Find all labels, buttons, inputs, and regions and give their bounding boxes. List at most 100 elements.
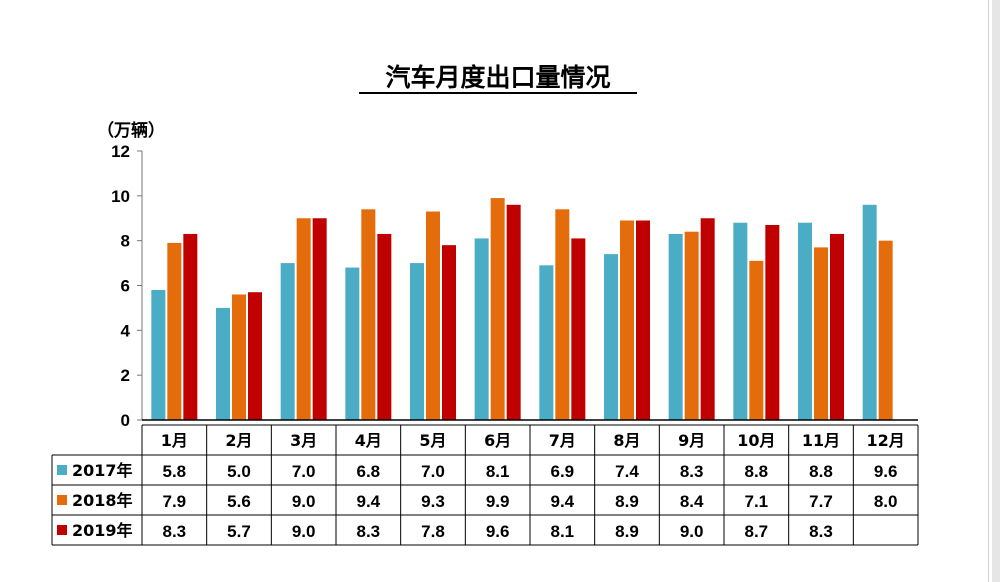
bar-2017年-7月: [539, 265, 554, 420]
category-label: 2月: [225, 431, 252, 450]
data-label: 5.6: [227, 492, 251, 511]
bar-2018年-10月: [749, 260, 764, 420]
legend-swatch: [57, 465, 67, 475]
bar-2018年-3月: [296, 218, 311, 420]
chart-title: 汽车月度出口量情况: [385, 63, 610, 92]
data-label: 9.6: [874, 462, 898, 481]
bar-2017年-6月: [474, 238, 489, 420]
bar-2018年-11月: [814, 247, 828, 420]
data-label: 9.3: [421, 492, 445, 511]
bar-2017年-5月: [410, 263, 424, 420]
category-label: 7月: [549, 431, 576, 450]
data-label: 8.8: [745, 462, 769, 481]
legend-swatch: [57, 525, 67, 535]
bar-2019年-9月: [700, 218, 715, 420]
bar-2017年-1月: [151, 289, 166, 420]
y-tick-label: 12: [111, 142, 130, 161]
data-label: 7.9: [163, 492, 187, 511]
data-label: 8.3: [680, 462, 704, 481]
category-label: 4月: [355, 431, 382, 450]
bar-2019年-6月: [506, 204, 521, 420]
y-tick-label: 0: [121, 411, 130, 430]
bar-2018年-7月: [555, 209, 570, 420]
bar-2019年-11月: [830, 233, 844, 420]
bar-2017年-3月: [280, 263, 295, 420]
bar-2018年-6月: [490, 198, 505, 420]
data-label: 8.0: [874, 492, 898, 511]
category-label: 3月: [290, 431, 317, 450]
y-tick-label: 4: [121, 321, 131, 340]
category-label: 10月: [737, 431, 775, 450]
data-label: 8.4: [680, 492, 704, 511]
bar-2018年-8月: [620, 220, 634, 420]
bar-2019年-7月: [571, 238, 586, 420]
data-label: 5.8: [163, 462, 187, 481]
bar-2018年-5月: [426, 211, 440, 420]
data-label: 8.3: [163, 522, 187, 541]
y-axis-unit-label: （万辆）: [97, 120, 165, 141]
data-label: 8.3: [809, 522, 833, 541]
bar-2018年-2月: [232, 294, 246, 420]
data-label: 9.0: [292, 492, 316, 511]
data-label: 6.8: [357, 462, 381, 481]
page-edge-line: [988, 0, 989, 582]
data-label: 9.6: [486, 522, 510, 541]
data-label: 5.7: [227, 522, 251, 541]
page-edge: [992, 0, 1000, 582]
legend-series-name: 2017年: [72, 461, 133, 480]
data-label: 8.3: [357, 522, 381, 541]
y-tick-label: 2: [121, 366, 130, 385]
data-label: 5.0: [227, 462, 251, 481]
bar-2017年-4月: [345, 267, 360, 420]
bar-2018年-4月: [361, 209, 376, 420]
bar-2019年-5月: [442, 245, 456, 420]
data-label: 8.8: [809, 462, 833, 481]
bar-2017年-11月: [798, 222, 812, 420]
category-label: 8月: [613, 431, 640, 450]
category-label: 12月: [867, 431, 905, 450]
category-label: 1月: [161, 431, 188, 450]
bar-2019年-8月: [636, 220, 650, 420]
bar-2019年-10月: [765, 224, 780, 420]
bar-2017年-8月: [604, 254, 618, 420]
bar-2018年-9月: [684, 231, 699, 420]
data-label: 8.1: [551, 522, 575, 541]
data-label: 7.1: [745, 492, 769, 511]
bar-2017年-10月: [733, 222, 748, 420]
data-label: 9.9: [486, 492, 510, 511]
bar-2019年-2月: [248, 292, 262, 420]
data-label: 7.0: [292, 462, 316, 481]
category-label: 11月: [802, 431, 840, 450]
category-label: 9月: [678, 431, 705, 450]
data-label: 9.4: [357, 492, 381, 511]
bar-2017年-2月: [216, 307, 230, 420]
data-label: 9.0: [292, 522, 316, 541]
bars-group: [151, 198, 893, 420]
bar-2019年-4月: [377, 233, 392, 420]
data-label: 7.8: [421, 522, 445, 541]
data-label: 7.0: [421, 462, 445, 481]
data-label: 8.9: [615, 492, 639, 511]
data-table: 1月 2月 3月 4月 5月 6月 7月 8月 9月 10月 11月 12月 2017年 5.8 5.0 7.…: [51, 419, 919, 546]
data-label: 7.7: [809, 492, 833, 511]
y-tick-label: 6: [121, 277, 130, 296]
bar-2019年-1月: [183, 233, 198, 420]
bar-2017年-12月: [862, 204, 877, 420]
legend-series-name: 2019年: [72, 521, 133, 540]
data-label: 8.1: [486, 462, 510, 481]
data-label: 9.4: [551, 492, 575, 511]
y-tick-label: 10: [111, 187, 130, 206]
y-axis: 0 2 4 6 8 10 12: [111, 142, 143, 430]
data-label: 9.0: [680, 522, 704, 541]
legend-swatch: [57, 495, 67, 505]
legend-series-name: 2018年: [72, 491, 133, 510]
data-label: 8.7: [745, 522, 769, 541]
y-tick-label: 8: [121, 232, 130, 251]
category-label: 6月: [484, 431, 511, 450]
bar-2018年-1月: [167, 242, 182, 420]
bar-2019年-3月: [312, 218, 327, 420]
bar-2017年-9月: [668, 233, 683, 420]
data-label: 6.9: [551, 462, 575, 481]
bar-2018年-12月: [878, 240, 893, 420]
